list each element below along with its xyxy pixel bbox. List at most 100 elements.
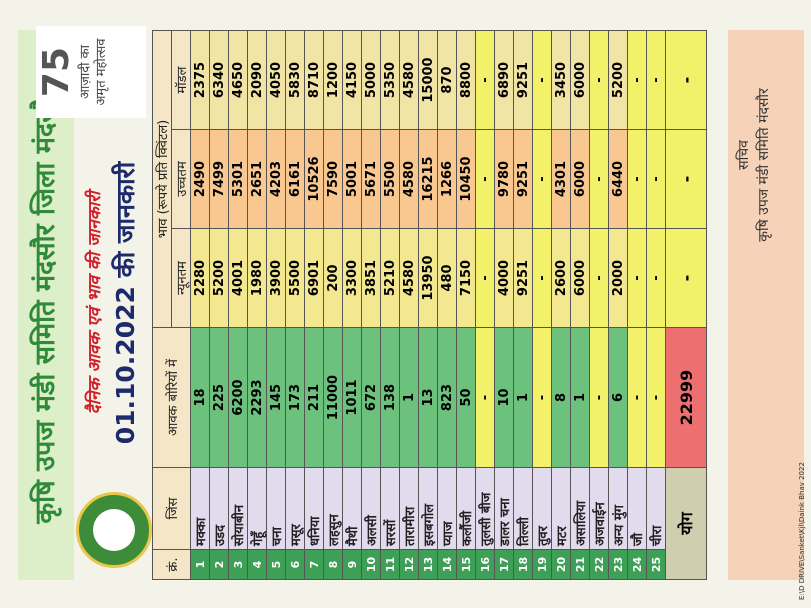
cell: 4580 xyxy=(399,129,419,229)
cell: 11 xyxy=(380,549,400,580)
cell: 138 xyxy=(380,327,400,468)
table-row: 11 सरसों 138 5210 5500 5350 xyxy=(380,30,400,580)
table-row: 17 डालर चना 10 4000 9780 6890 xyxy=(494,30,514,580)
cell: 18 xyxy=(513,549,533,580)
cell: 4580 xyxy=(399,228,419,328)
table-row: 19 तुवर - - - - xyxy=(532,30,552,580)
cell: - xyxy=(646,129,666,229)
cell: 4650 xyxy=(228,30,248,130)
table-row: 7 धनिया 211 6901 10526 8710 xyxy=(304,30,324,580)
cell: 3900 xyxy=(266,228,286,328)
table-row: 6 मसूर 173 5500 6161 5830 xyxy=(285,30,305,580)
cell: मटर xyxy=(551,467,571,550)
cell: 5210 xyxy=(380,228,400,328)
cell: धनिया xyxy=(304,467,324,550)
cell: 9 xyxy=(342,549,362,580)
cell: 145 xyxy=(266,327,286,468)
cell: 13950 xyxy=(418,228,438,328)
cell: 25 xyxy=(646,549,666,580)
cell: इसबगोल xyxy=(418,467,438,550)
date-line: 01.10.2022 की जानकारी xyxy=(111,161,140,445)
cell: - xyxy=(627,327,647,468)
cell: 2090 xyxy=(247,30,267,130)
cell: 10526 xyxy=(304,129,324,229)
cell: - xyxy=(475,327,495,468)
cell: 211 xyxy=(304,327,324,468)
cell: 4050 xyxy=(266,30,286,130)
table-row: 5 चना 145 3900 4203 4050 xyxy=(266,30,286,580)
cell: 1 xyxy=(513,327,533,468)
cell: 5000 xyxy=(361,30,381,130)
cell: 6000 xyxy=(570,228,590,328)
subtitle: दैनिक आवक एवं भाव की जानकारी xyxy=(85,191,105,415)
cell: 225 xyxy=(209,327,229,468)
table-row: 12 तारामीरा 1 4580 4580 4580 xyxy=(399,30,419,580)
column-header: उच्चतम xyxy=(171,129,191,229)
cell: 9780 xyxy=(494,129,514,229)
cell: कलौंजी xyxy=(456,467,476,550)
cell: 21 xyxy=(570,549,590,580)
cell: 19 xyxy=(532,549,552,580)
cell: 5200 xyxy=(608,30,628,130)
cell: 6440 xyxy=(608,129,628,229)
cell: तुलसी बीज xyxy=(475,467,495,550)
cell: तिल्ली xyxy=(513,467,533,550)
cell: 823 xyxy=(437,327,457,468)
column-header: मॉडल xyxy=(171,30,191,130)
table-row: 14 प्याज 823 480 1266 870 xyxy=(437,30,457,580)
cell: - xyxy=(589,327,609,468)
cell: 870 xyxy=(437,30,457,130)
cell: - xyxy=(646,327,666,468)
cell: - xyxy=(589,129,609,229)
table-row: 16 तुलसी बीज - - - - xyxy=(475,30,495,580)
cell: 2375 xyxy=(190,30,210,130)
table-row: 4 गेहूँ 2293 1980 2651 2090 xyxy=(247,30,267,580)
table-row: 9 मैथी 1011 3300 5001 4150 xyxy=(342,30,362,580)
cell: जौ xyxy=(627,467,647,550)
cell: 9251 xyxy=(513,30,533,130)
table-row: 1 मक्का 18 2280 2490 2375 xyxy=(190,30,210,580)
cell: सरसों xyxy=(380,467,400,550)
cell: 13 xyxy=(418,327,438,468)
cell: 7590 xyxy=(323,129,343,229)
cell: अजवाईन xyxy=(589,467,609,550)
cell: 6200 xyxy=(228,327,248,468)
cell: 15000 xyxy=(418,30,438,130)
mandi-emblem xyxy=(76,492,152,568)
cell: 6000 xyxy=(570,30,590,130)
cell: - xyxy=(532,327,552,468)
table-row: 13 इसबगोल 13 13950 16215 15000 xyxy=(418,30,438,580)
cell: सोयाबीन xyxy=(228,467,248,550)
column-header: आवक बोरियों में xyxy=(152,327,191,468)
cell: 6161 xyxy=(285,129,305,229)
table-row: 3 सोयाबीन 6200 4001 5301 4650 xyxy=(228,30,248,580)
cell: 10450 xyxy=(456,129,476,229)
footer: सचिव कृषि उपज मंडी समिति मंदसौर xyxy=(728,30,804,580)
price-header: भाव (रूपये प्रति क्विंटल) xyxy=(152,30,172,328)
table-row: 23 अन्य मुंग 6 2000 6440 5200 xyxy=(608,30,628,580)
cell: 1 xyxy=(570,327,590,468)
cell: 24 xyxy=(627,549,647,580)
cell: 5500 xyxy=(380,129,400,229)
cell: 9251 xyxy=(513,129,533,229)
cell: - xyxy=(475,129,495,229)
cell: मैथी xyxy=(342,467,362,550)
cell: 50 xyxy=(456,327,476,468)
cell: 2600 xyxy=(551,228,571,328)
cell: 7499 xyxy=(209,129,229,229)
cell: - xyxy=(475,228,495,328)
total-row: योग 22999- - - xyxy=(665,30,707,580)
cell: 2280 xyxy=(190,228,210,328)
logo-number: 75 xyxy=(36,46,77,98)
cell: - xyxy=(646,228,666,328)
cell: - xyxy=(627,30,647,130)
cell: 4203 xyxy=(266,129,286,229)
cell: 5200 xyxy=(209,228,229,328)
cell: 1200 xyxy=(323,30,343,130)
cell: - xyxy=(475,30,495,130)
table-row: 20 मटर 8 2600 4301 3450 xyxy=(551,30,571,580)
cell: 17 xyxy=(494,549,514,580)
cell: 7150 xyxy=(456,228,476,328)
